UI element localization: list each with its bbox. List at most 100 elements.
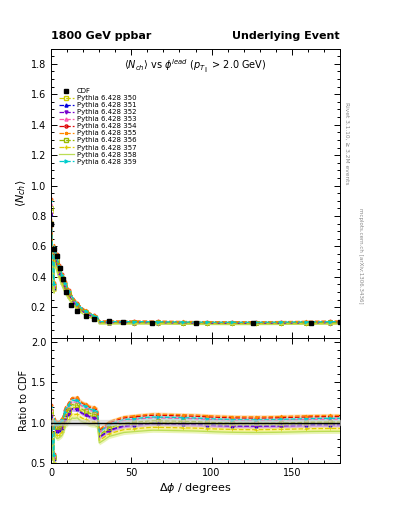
Text: mcplots.cern.ch [arXiv:1306.3436]: mcplots.cern.ch [arXiv:1306.3436]: [358, 208, 363, 304]
Pythia 6.428 355: [49, 196, 53, 202]
Pythia 6.428 351: [49, 210, 53, 217]
Pythia 6.428 354: [338, 318, 342, 325]
Pythia 6.428 357: [161, 321, 165, 327]
Pythia 6.428 357: [225, 321, 230, 327]
CDF: [121, 319, 126, 325]
Line: Pythia 6.428 356: Pythia 6.428 356: [50, 206, 342, 325]
Pythia 6.428 359: [161, 319, 165, 325]
Line: Pythia 6.428 359: Pythia 6.428 359: [50, 200, 342, 324]
Pythia 6.428 350: [239, 320, 244, 326]
Text: $\langle N_{ch}\rangle$ vs $\phi^{lead}$ ($p_{T_{\parallel}}$ > 2.0 GeV): $\langle N_{ch}\rangle$ vs $\phi^{lead}$…: [124, 57, 267, 75]
Pythia 6.428 353: [53, 250, 58, 256]
Pythia 6.428 354: [161, 318, 165, 325]
Pythia 6.428 352: [94, 315, 98, 321]
Pythia 6.428 356: [225, 320, 230, 326]
Pythia 6.428 356: [239, 320, 244, 326]
Pythia 6.428 352: [338, 320, 342, 326]
Pythia 6.428 353: [52, 245, 57, 251]
Legend: CDF, Pythia 6.428 350, Pythia 6.428 351, Pythia 6.428 352, Pythia 6.428 353, Pyt: CDF, Pythia 6.428 350, Pythia 6.428 351,…: [57, 87, 138, 166]
Pythia 6.428 350: [52, 250, 57, 256]
Pythia 6.428 352: [52, 251, 57, 258]
CDF: [69, 302, 73, 308]
Pythia 6.428 350: [338, 319, 342, 326]
CDF: [251, 319, 256, 326]
Pythia 6.428 353: [49, 201, 53, 207]
Pythia 6.428 355: [94, 312, 98, 318]
Pythia 6.428 358: [161, 321, 165, 327]
CDF: [150, 319, 154, 326]
Pythia 6.428 352: [49, 210, 53, 217]
Pythia 6.428 356: [49, 204, 53, 210]
CDF: [49, 221, 53, 227]
Pythia 6.428 358: [94, 316, 98, 323]
CDF: [107, 318, 111, 324]
Pythia 6.428 359: [49, 198, 53, 204]
Y-axis label: Ratio to CDF: Ratio to CDF: [20, 370, 29, 431]
Pythia 6.428 350: [94, 314, 98, 321]
Pythia 6.428 351: [161, 320, 165, 326]
Pythia 6.428 350: [127, 319, 131, 326]
Pythia 6.428 357: [49, 218, 53, 224]
Pythia 6.428 351: [53, 256, 58, 262]
Pythia 6.428 353: [225, 319, 230, 326]
CDF: [83, 312, 88, 318]
Pythia 6.428 355: [161, 318, 165, 324]
Line: Pythia 6.428 350: Pythia 6.428 350: [50, 209, 342, 325]
Pythia 6.428 351: [127, 319, 131, 326]
Pythia 6.428 358: [225, 322, 230, 328]
Line: Pythia 6.428 358: Pythia 6.428 358: [51, 226, 340, 325]
Pythia 6.428 359: [53, 248, 58, 254]
Pythia 6.428 351: [239, 321, 244, 327]
Text: Underlying Event: Underlying Event: [232, 31, 340, 41]
Pythia 6.428 350: [53, 254, 58, 261]
Pythia 6.428 352: [127, 320, 131, 326]
CDF: [51, 246, 56, 252]
Pythia 6.428 350: [225, 320, 230, 326]
Line: Pythia 6.428 351: Pythia 6.428 351: [50, 212, 342, 325]
Pythia 6.428 356: [94, 314, 98, 320]
Pythia 6.428 357: [338, 321, 342, 327]
Pythia 6.428 354: [127, 318, 131, 324]
Pythia 6.428 354: [53, 247, 58, 253]
Pythia 6.428 353: [127, 318, 131, 325]
Pythia 6.428 351: [52, 251, 57, 258]
Pythia 6.428 355: [239, 318, 244, 325]
Line: Pythia 6.428 354: Pythia 6.428 354: [50, 197, 342, 324]
CDF: [193, 320, 198, 326]
Pythia 6.428 356: [127, 319, 131, 325]
Pythia 6.428 351: [338, 319, 342, 326]
Pythia 6.428 356: [161, 319, 165, 326]
Pythia 6.428 353: [338, 318, 342, 325]
Pythia 6.428 351: [94, 315, 98, 321]
Line: Pythia 6.428 357: Pythia 6.428 357: [50, 219, 342, 326]
Pythia 6.428 356: [338, 319, 342, 326]
CDF: [60, 276, 65, 282]
Pythia 6.428 355: [53, 247, 58, 253]
CDF: [309, 319, 314, 326]
Pythia 6.428 352: [53, 256, 58, 262]
CDF: [55, 252, 59, 259]
Pythia 6.428 359: [338, 318, 342, 325]
Pythia 6.428 354: [225, 319, 230, 325]
Pythia 6.428 350: [161, 319, 165, 326]
Pythia 6.428 358: [52, 260, 57, 266]
Pythia 6.428 358: [53, 264, 58, 270]
Pythia 6.428 359: [225, 319, 230, 325]
Y-axis label: $\langle N_{ch}\rangle$: $\langle N_{ch}\rangle$: [15, 179, 28, 207]
Pythia 6.428 356: [53, 252, 58, 258]
Pythia 6.428 351: [225, 320, 230, 326]
Pythia 6.428 352: [161, 320, 165, 326]
Pythia 6.428 357: [52, 257, 57, 263]
Line: CDF: CDF: [49, 221, 342, 325]
Pythia 6.428 353: [239, 319, 244, 326]
Pythia 6.428 359: [52, 243, 57, 249]
Pythia 6.428 354: [94, 313, 98, 319]
Line: Pythia 6.428 355: Pythia 6.428 355: [50, 197, 342, 323]
Pythia 6.428 357: [239, 321, 244, 327]
Pythia 6.428 355: [127, 318, 131, 324]
CDF: [75, 308, 79, 314]
CDF: [338, 319, 342, 326]
Pythia 6.428 356: [52, 247, 57, 253]
Pythia 6.428 355: [52, 242, 57, 248]
Pythia 6.428 359: [239, 319, 244, 325]
